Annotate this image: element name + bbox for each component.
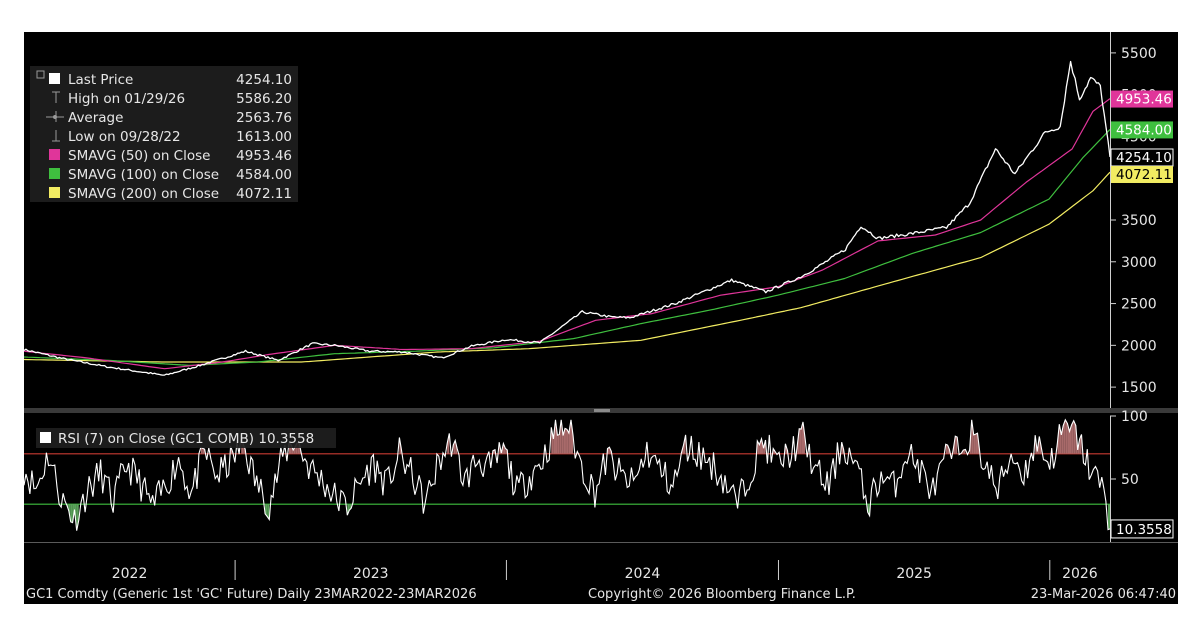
rsi-overbought-fill <box>975 433 978 454</box>
rsi-overbought-fill <box>971 419 974 454</box>
legend-label: Low on 09/28/22 <box>68 129 181 145</box>
legend-swatch <box>49 73 60 84</box>
rsi-axis-label: 50 <box>1121 472 1139 488</box>
legend-high-icon <box>52 91 60 103</box>
rsi-overbought-fill <box>801 421 804 454</box>
series-line-smavg-200-on-close <box>24 171 1111 363</box>
rsi-overbought-fill <box>202 448 205 454</box>
price-tag-label: 4254.10 <box>1116 150 1172 166</box>
rsi-overbought-fill <box>1071 420 1074 454</box>
rsi-overbought-fill <box>200 447 203 454</box>
legend-avg-icon <box>46 111 64 122</box>
legend-low-icon <box>52 130 60 142</box>
panel-divider-handle[interactable] <box>594 409 610 412</box>
rsi-axis-label: 100 <box>1121 409 1148 425</box>
rsi-overbought-fill <box>759 438 762 454</box>
x-axis-year-label: 2023 <box>353 566 389 582</box>
legend-swatch <box>49 168 60 179</box>
rsi-overbought-fill <box>557 434 560 454</box>
price-axis-label: 2500 <box>1121 297 1157 313</box>
rsi-legend-label: RSI (7) on Close (GC1 COMB) 10.3558 <box>58 431 314 447</box>
legend-value: 4953.46 <box>236 148 292 164</box>
rsi-line <box>24 418 1111 531</box>
legend-value: 2563.76 <box>236 110 292 126</box>
price-axis-label: 5500 <box>1121 46 1157 62</box>
price-tag-label: 4584.00 <box>1116 122 1172 138</box>
legend-swatch <box>49 149 60 160</box>
legend-collapse-icon[interactable] <box>36 70 45 79</box>
legend-value: 1613.00 <box>236 129 292 145</box>
rsi-overbought-fill <box>559 419 562 454</box>
legend-label: High on 01/29/26 <box>68 91 185 107</box>
rsi-oversold-fill <box>267 504 270 520</box>
price-tag <box>1111 121 1173 139</box>
series-line-last-price <box>24 60 1111 376</box>
rsi-legend-box <box>36 428 336 448</box>
rsi-overbought-fill <box>973 434 976 454</box>
legend-value: 4254.10 <box>236 72 292 88</box>
chart-frame: 1500200025003000350040004500500055004953… <box>24 32 1178 604</box>
rsi-overbought-fill <box>1069 424 1072 454</box>
rsi-overbought-fill <box>945 444 948 454</box>
price-axis-label: 3000 <box>1121 255 1157 271</box>
price-axis-label: 3500 <box>1121 213 1157 229</box>
legend-value: 5586.20 <box>236 91 292 107</box>
legend-label: SMAVG (50) on Close <box>68 148 210 164</box>
legend-swatch <box>49 187 60 198</box>
legend-label: Last Price <box>68 72 133 88</box>
legend-value: 4072.11 <box>236 186 292 202</box>
price-axis-label: 1500 <box>1121 380 1157 396</box>
price-tag <box>1111 165 1173 183</box>
rsi-overbought-fill <box>1059 424 1062 454</box>
rsi-overbought-fill <box>955 436 958 454</box>
x-axis-year-label: 2022 <box>112 566 148 582</box>
rsi-overbought-fill <box>447 433 450 454</box>
rsi-overbought-fill <box>565 428 567 454</box>
rsi-overbought-fill <box>570 419 574 454</box>
rsi-oversold-fill <box>70 504 73 523</box>
legend-value: 4584.00 <box>236 167 292 183</box>
price-axis-label: 2000 <box>1121 338 1157 354</box>
rsi-overbought-fill <box>1065 419 1068 454</box>
chart-svg: 1500200025003000350040004500500055004953… <box>24 32 1178 602</box>
rsi-overbought-fill <box>799 428 802 454</box>
price-tag-label: 4072.11 <box>1116 167 1172 183</box>
footer-timestamp: 23-Mar-2026 06:47:40 <box>1031 587 1176 602</box>
rsi-value-tag <box>1110 519 1174 539</box>
x-axis-year-label: 2025 <box>896 566 932 582</box>
legend-box <box>30 66 298 202</box>
rsi-overbought-fill <box>568 419 571 454</box>
price-tag <box>1111 90 1173 108</box>
rsi-overbought-fill <box>555 419 558 454</box>
legend-label: SMAVG (100) on Close <box>68 167 219 183</box>
legend-label: Average <box>68 110 123 126</box>
rsi-oversold-fill <box>76 504 79 531</box>
footer-copyright: Copyright© 2026 Bloomberg Finance L.P. <box>588 587 856 602</box>
rsi-oversold-fill <box>1107 504 1110 530</box>
price-tag-label: 4953.46 <box>1116 92 1172 108</box>
rsi-legend-swatch <box>40 432 51 443</box>
rsi-oversold-fill <box>349 504 352 511</box>
footer-left: GC1 Comdty (Generic 1st 'GC' Future) Dai… <box>26 587 477 602</box>
rsi-overbought-fill <box>551 427 554 454</box>
x-axis-year-label: 2024 <box>625 566 661 582</box>
rsi-value-tag-label: 10.3558 <box>1116 522 1172 538</box>
rsi-overbought-fill <box>1073 420 1076 454</box>
rsi-overbought-fill <box>566 429 569 454</box>
rsi-overbought-fill <box>1063 419 1066 454</box>
x-axis-year-label: 2026 <box>1062 566 1098 582</box>
legend-label: SMAVG (200) on Close <box>68 186 219 202</box>
